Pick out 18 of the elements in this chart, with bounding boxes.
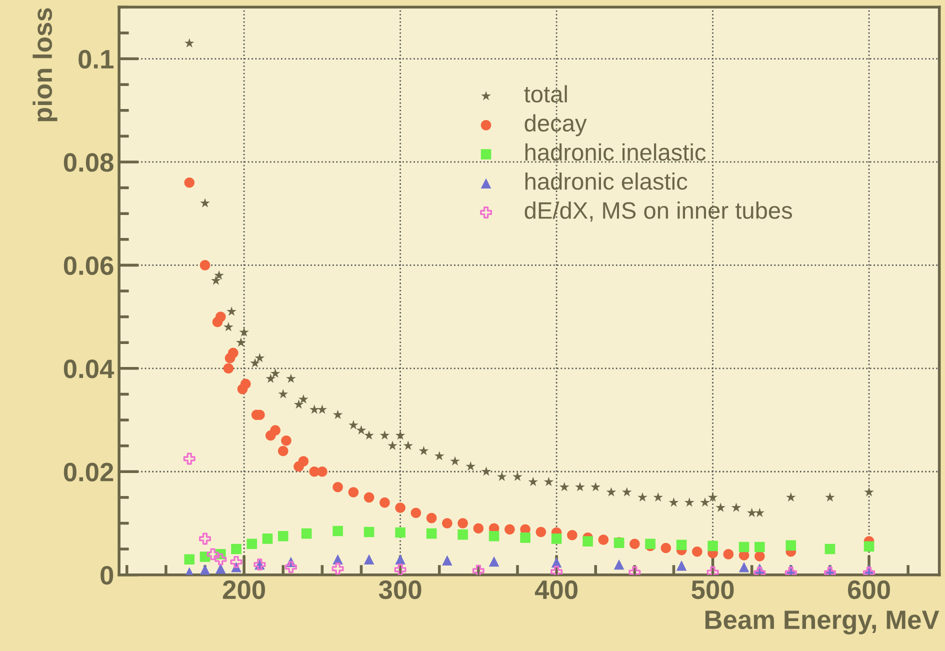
legend-label: decay [524, 114, 587, 136]
x-tick-label: 500 [692, 580, 734, 600]
legend-label: hadronic elastic [525, 172, 688, 190]
x-tick-label: 400 [534, 580, 578, 600]
y-tick-label: 0.04 [64, 360, 114, 378]
y-tick-label: 0.1 [78, 50, 114, 69]
legend-label: hadronic inelastic [525, 143, 706, 161]
y-tick-label: 0.06 [64, 256, 114, 276]
y-tick-label: 0.02 [64, 462, 114, 482]
y-tick-label: 0 [100, 566, 114, 585]
x-tick-label: 600 [848, 580, 890, 600]
y-axis-title: pion loss [32, 8, 58, 122]
y-tick-label: 0.08 [64, 153, 114, 172]
legend-label: dE/dX, MS on inner tubes [524, 202, 792, 222]
x-axis-title: Beam Energy, MeV [705, 610, 940, 634]
legend-label: total [524, 85, 567, 103]
x-tick-label: 300 [378, 580, 422, 600]
x-tick-label: 200 [222, 580, 265, 600]
